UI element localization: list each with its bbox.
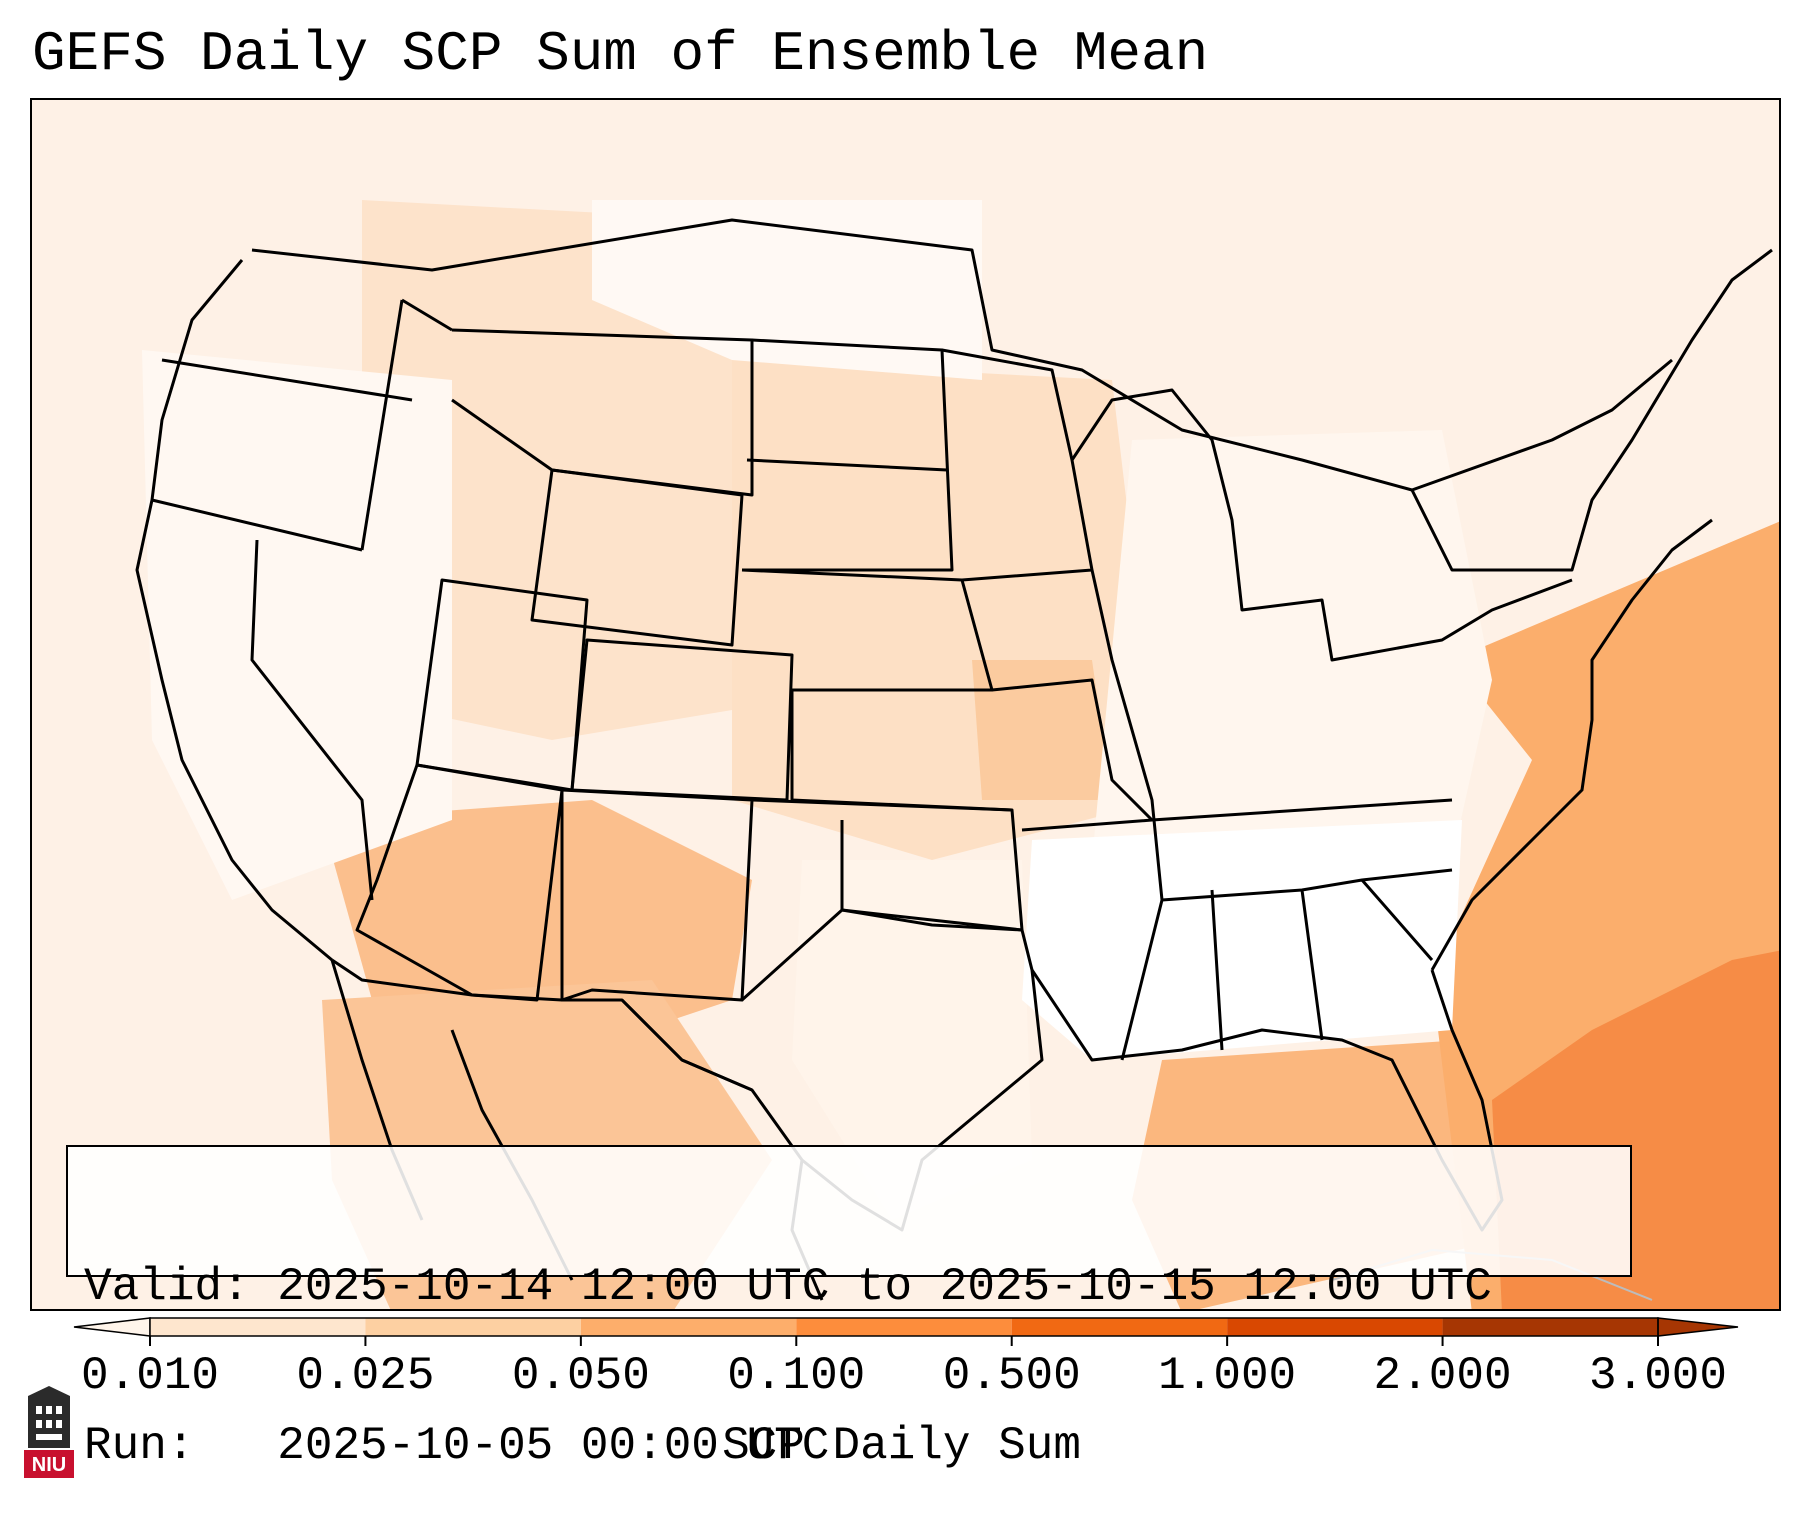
run-time-line: Run: 2025-10-05 00:00 UTC <box>84 1420 830 1472</box>
new-mexico <box>560 788 754 1002</box>
canada-us-border <box>251 218 1673 492</box>
colorbar-segment <box>580 1318 797 1336</box>
east-coast <box>1430 518 1713 971</box>
oklahoma <box>751 798 1024 932</box>
shade-north-plains <box>592 200 982 380</box>
great-lakes-region <box>1070 388 1573 662</box>
colorbar-segment <box>1442 1318 1658 1336</box>
southeast-states <box>1151 798 1453 1051</box>
colorbar-segments <box>73 1317 1739 1337</box>
colorbar <box>73 1317 1739 1346</box>
gulf-coast <box>1030 969 1504 1232</box>
shade-east-light <box>1092 430 1492 880</box>
dakotas <box>742 338 954 572</box>
map-panel <box>30 98 1781 1311</box>
missouri <box>991 678 1154 832</box>
shade-west-coast <box>142 350 452 900</box>
idaho-mt <box>360 298 453 551</box>
colorbar-tick-label: 0.050 <box>511 1350 650 1402</box>
colorbar-tick-label: 0.500 <box>942 1350 1081 1402</box>
shade-south-blank <box>1022 820 1462 1060</box>
colorbar-segment <box>796 1318 1012 1336</box>
colorbar-extend-low <box>73 1317 151 1337</box>
colorbar-tick-label: 0.100 <box>727 1350 866 1402</box>
map-title: GEFS Daily SCP Sum of Ensemble Mean <box>32 22 1209 86</box>
colorbar-extend-high <box>1657 1317 1739 1337</box>
mississippi-river <box>1090 569 1164 1061</box>
colorbar-tick-label: 2.000 <box>1373 1350 1512 1402</box>
valid-time-line: Valid: 2025-10-14 12:00 UTC to 2025-10-1… <box>84 1261 1492 1313</box>
colorbar-segment <box>1227 1318 1443 1336</box>
shade-missouri <box>972 660 1112 800</box>
colorbar-tick-label: 1.000 <box>1158 1350 1297 1402</box>
niu-logo: NIU <box>24 1386 74 1478</box>
oregon-wa-line <box>161 358 413 402</box>
boundaries <box>135 218 1773 1301</box>
ca-or-line <box>151 498 363 552</box>
colorbar-tick-label: 0.025 <box>296 1350 435 1402</box>
colorbar-tick-label: 0.010 <box>80 1350 220 1402</box>
colorbar-tick-label: 3.000 <box>1588 1350 1728 1402</box>
validity-info-box: Valid: 2025-10-14 12:00 UTC to 2025-10-1… <box>66 1145 1632 1472</box>
colorbar-segment <box>365 1318 581 1336</box>
nevada-ca <box>250 539 374 901</box>
shade-texas <box>792 860 1032 1220</box>
colorbar-outline <box>149 1317 1659 1337</box>
colorbar-label: SCP Daily Sum <box>722 1420 1081 1472</box>
colorbar-ticks <box>149 1336 1659 1346</box>
colorbar-segment <box>1011 1318 1228 1336</box>
colorbar-segment <box>150 1318 366 1336</box>
northeast <box>1410 248 1773 572</box>
logo-text: NIU <box>32 1454 66 1476</box>
mexico-border <box>331 958 753 1092</box>
montana <box>451 328 754 497</box>
map-canvas <box>135 200 1779 1309</box>
west-coast <box>135 259 333 962</box>
